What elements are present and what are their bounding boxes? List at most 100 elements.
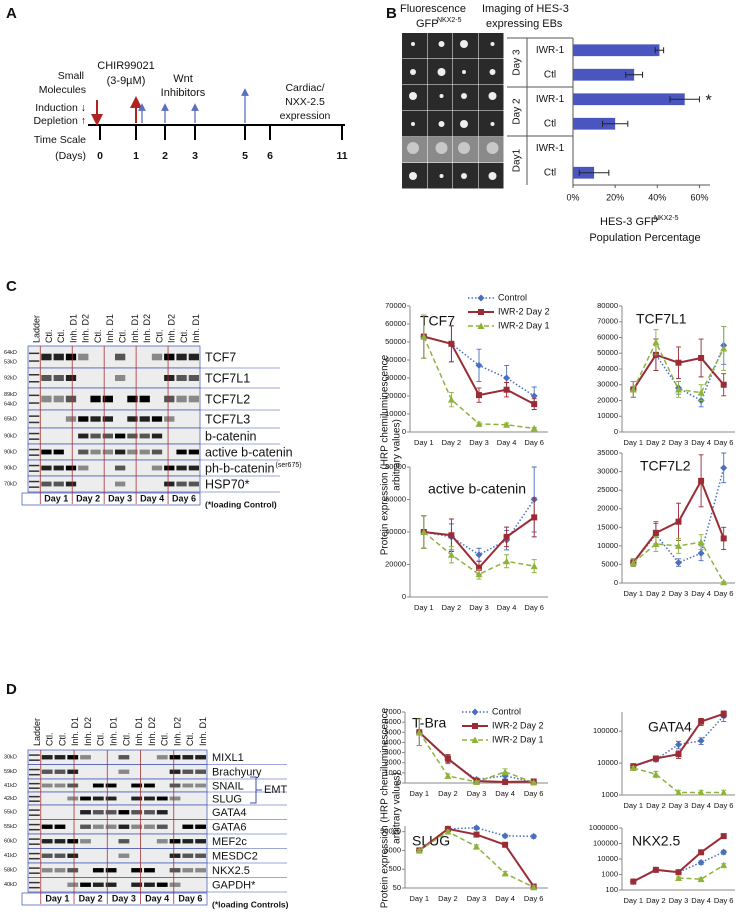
band [41,853,53,858]
day-label: Day 2 [76,493,100,503]
ladder-band [29,360,40,362]
marker [476,564,482,571]
marker [447,551,455,558]
marker [503,386,510,393]
band [156,824,168,829]
group-label: Day 2 [512,98,523,125]
ladder-band [29,768,40,771]
band [67,839,79,844]
readout: expression [280,110,331,122]
marker [501,768,509,775]
band [41,868,53,873]
series-line [678,864,725,880]
ebs-spot [490,42,495,46]
y-tick-label: 30000 [597,380,618,389]
marker [475,361,483,369]
band [92,824,104,829]
marker [697,389,705,396]
band [164,481,175,487]
band [182,783,194,788]
x-tick-label: Day 3 [469,603,489,612]
error-bar [602,120,629,127]
x-tick-label: Day 3 [469,438,489,447]
bar [573,93,685,106]
y-tick-label: 5000 [601,559,618,568]
chart-title: GATA4 [648,719,692,735]
category-label: IWR-1 [536,94,565,105]
band [195,868,206,873]
band [169,783,181,788]
band [118,755,130,760]
marker [675,542,682,549]
band [41,839,53,844]
y-tick-label: 100 [605,885,618,894]
marker [502,841,509,848]
protein-label: GATA6 [212,822,246,834]
band [131,882,143,887]
x-tick-label: Day 1 [624,589,644,598]
band [182,868,194,873]
band [176,395,187,403]
band [176,449,187,455]
x-tick-label: Day 6 [714,801,734,810]
band [176,375,187,381]
marker [471,736,479,743]
error-bar [669,96,700,103]
band [151,433,163,439]
blot-row [27,475,201,493]
lane-label: Ctl. [93,330,103,344]
band [53,481,64,487]
y-tick-label: 15000 [597,522,618,531]
ladder-band [29,438,40,440]
band [139,416,150,422]
imaging-title-sup: NKX2-5 [437,17,462,24]
ebs-spot [437,68,446,76]
marker [675,741,682,749]
ebs-image [478,33,504,59]
marker [530,424,538,432]
band [102,433,113,439]
chart-title: active b-catenin [428,481,526,497]
band [54,783,66,788]
band [151,416,163,422]
band [67,796,79,801]
ladder-band [29,415,40,417]
ladder-band [29,800,40,802]
marker [652,540,660,547]
lane-label: Inh. D2 [83,717,93,746]
significance: * [705,92,711,109]
marker [720,710,727,717]
marker [447,396,455,403]
band [118,853,130,858]
marker [471,708,479,716]
mw-label: 41kD [4,853,17,859]
marker [652,529,659,536]
y-tick-label: 30000 [597,467,618,476]
y-tick-label: 0 [402,427,406,436]
band [54,839,66,844]
band [176,353,187,361]
panel-label: B [386,5,397,22]
ladder-band [29,402,40,404]
marker [503,421,511,428]
readout: Cardiac/ [285,82,324,94]
lane-label: Inh. D2 [172,717,182,746]
x-tick-label: Day 3 [467,789,487,798]
y-axis-title: arbitrary values) [392,419,403,491]
ladder-band [29,852,40,855]
band [182,824,194,829]
lane-label: Inh. D1 [105,314,115,343]
band [102,416,113,422]
band [115,353,126,361]
legend-label: Control [498,292,527,302]
panel-label: D [6,681,17,698]
x-tick-label: Day 2 [646,438,666,447]
lane-label: Ctl. [118,330,128,344]
band [139,449,150,455]
x-tick-label: 40% [648,192,666,202]
protein-label: GATA4 [212,807,246,819]
mw-label: 90kD [4,465,17,471]
ladder-band [29,470,40,472]
inducer: CHIR99021 [97,60,154,72]
y-tick-label: 1000000 [589,823,618,832]
